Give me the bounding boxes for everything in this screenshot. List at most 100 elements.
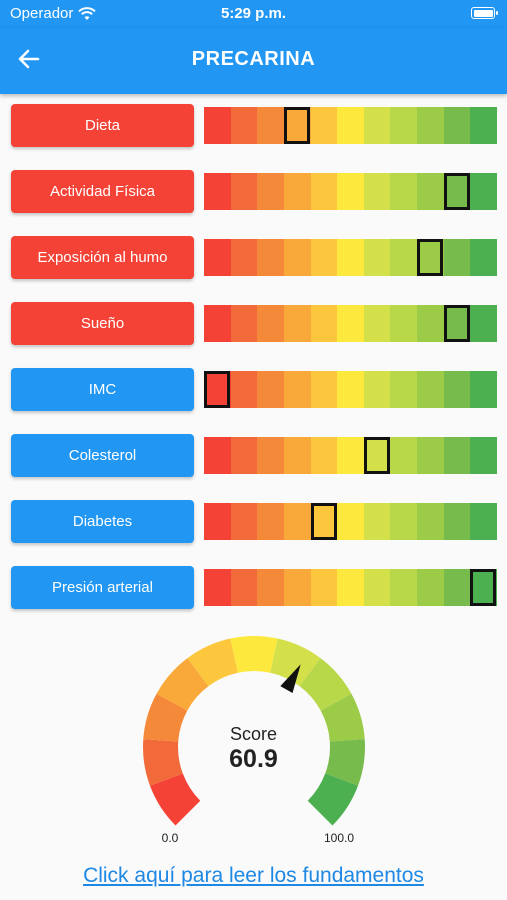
gauge-segment [156, 658, 209, 711]
scale-segment [230, 173, 258, 210]
app-bar: PRECARINA [0, 28, 507, 94]
scale-segment [310, 569, 338, 606]
score-gauge [143, 635, 365, 826]
metric-scale [204, 107, 498, 144]
metric-row: IMC [0, 368, 507, 414]
scale-segment [257, 569, 284, 606]
scale-segment [443, 305, 471, 342]
scale-segment [283, 569, 311, 606]
scale-segment [390, 239, 418, 276]
score-value: 60.9 [229, 745, 278, 773]
metric-button[interactable]: Colesterol [11, 434, 194, 477]
metric-row: Colesterol [0, 434, 507, 480]
scale-segment [310, 107, 338, 144]
metric-button[interactable]: Diabetes [11, 500, 194, 543]
scale-segment [443, 173, 471, 210]
scale-segment [230, 371, 258, 408]
metric-scale [204, 437, 498, 474]
gauge-segment [143, 693, 188, 742]
scale-segment [417, 437, 444, 474]
gauge-max-label: 100.0 [323, 831, 355, 845]
scale-segment [283, 239, 311, 276]
scale-segment [390, 107, 418, 144]
scale-segment [310, 503, 338, 540]
score-label: Score [229, 724, 278, 744]
metric-button[interactable]: Actividad Física [11, 170, 194, 213]
gauge-segment [187, 638, 238, 687]
scale-segment [363, 305, 391, 342]
scale-segment [204, 371, 231, 408]
metric-button[interactable]: Exposición al humo [11, 236, 194, 279]
gauge-segment [143, 739, 183, 786]
scale-segment [310, 305, 338, 342]
scale-segment [283, 371, 311, 408]
scale-segment [470, 569, 498, 606]
gauge-segment [299, 658, 352, 711]
scale-segment [337, 569, 364, 606]
scale-segment [363, 173, 391, 210]
scale-segment [337, 305, 364, 342]
wifi-icon [78, 6, 97, 20]
scale-segment [470, 437, 498, 474]
scale-segment [417, 371, 444, 408]
metric-button[interactable]: Presión arterial [11, 566, 194, 609]
scale-segment [310, 239, 338, 276]
scale-segment [443, 371, 471, 408]
scale-segment [204, 503, 231, 540]
metric-button[interactable]: IMC [11, 368, 194, 411]
scale-segment [417, 503, 444, 540]
metric-button[interactable]: Dieta [11, 104, 194, 147]
gauge-segment [230, 635, 278, 673]
scale-segment [337, 173, 364, 210]
scale-segment [204, 239, 231, 276]
metric-scale [204, 305, 498, 342]
scale-segment [283, 503, 311, 540]
battery-icon [471, 7, 498, 19]
scale-segment [417, 239, 444, 276]
scale-segment [230, 239, 258, 276]
scale-segment [443, 239, 471, 276]
metric-row: Presión arterial [0, 566, 507, 612]
scale-segment [417, 305, 444, 342]
scale-segment [443, 569, 471, 606]
scale-segment [390, 173, 418, 210]
scale-segment [283, 437, 311, 474]
scale-segment [337, 239, 364, 276]
scale-segment [204, 173, 231, 210]
scale-segment [204, 437, 231, 474]
scale-segment [363, 503, 391, 540]
fundamentals-link[interactable]: Click aquí para leer los fundamentos [83, 864, 424, 887]
scale-segment [390, 569, 418, 606]
gauge-segment [149, 773, 201, 826]
gauge-segment [325, 739, 365, 786]
scale-segment [310, 371, 338, 408]
scale-segment [390, 305, 418, 342]
status-time: 5:29 p.m. [220, 5, 287, 22]
metric-scale [204, 503, 498, 540]
status-left: Operador [10, 5, 97, 22]
scale-segment [390, 437, 418, 474]
scale-segment [390, 371, 418, 408]
scale-segment [230, 437, 258, 474]
metric-button[interactable]: Sueño [11, 302, 194, 345]
gauge-segment [270, 638, 321, 687]
scale-segment [257, 371, 284, 408]
scale-segment [470, 305, 498, 342]
scale-segment [470, 173, 498, 210]
scale-segment [257, 437, 284, 474]
status-bar: Operador 5:29 p.m. [0, 0, 507, 28]
scale-segment [283, 173, 311, 210]
scale-segment [417, 569, 444, 606]
scale-segment [363, 569, 391, 606]
scale-segment [230, 503, 258, 540]
gauge-segment [307, 773, 359, 826]
scale-segment [204, 107, 231, 144]
scale-segment [470, 371, 498, 408]
scale-segment [283, 305, 311, 342]
back-button[interactable] [16, 46, 54, 76]
scale-segment [337, 437, 364, 474]
scale-segment [417, 173, 444, 210]
scale-segment [363, 239, 391, 276]
scale-segment [204, 569, 231, 606]
gauge-segment [320, 693, 365, 742]
